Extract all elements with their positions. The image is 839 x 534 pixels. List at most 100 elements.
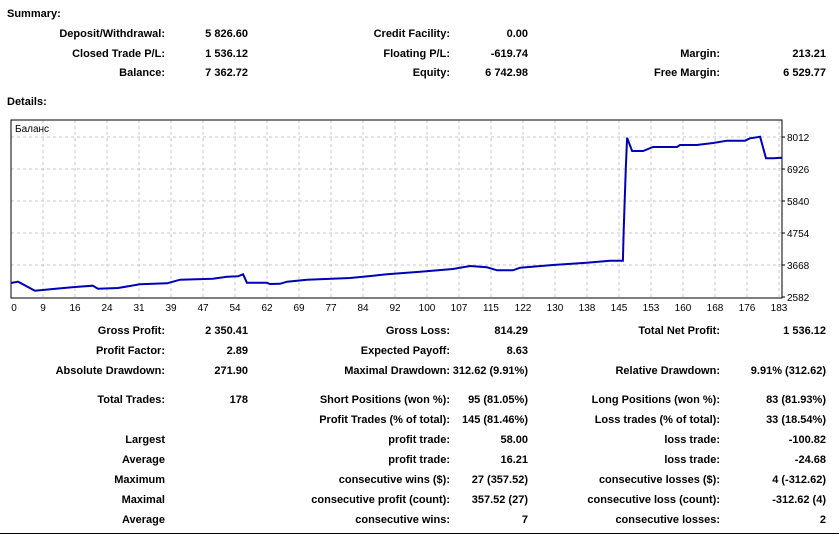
stat-label: Largest bbox=[125, 434, 165, 446]
stat-value: 357.52 (27) bbox=[471, 494, 528, 506]
stat-label: Deposit/Withdrawal: bbox=[59, 28, 165, 40]
stat-value: 1 536.12 bbox=[205, 48, 248, 60]
stat-value: -619.74 bbox=[490, 48, 528, 60]
stat-label: Expected Payoff: bbox=[360, 345, 450, 357]
x-tick-label: 183 bbox=[771, 303, 788, 314]
stat-label: Floating P/L: bbox=[383, 48, 450, 60]
stat-value: -24.68 bbox=[794, 454, 826, 466]
chart-title: Баланс bbox=[15, 124, 49, 135]
stat-value: 312.62 (9.91%) bbox=[452, 365, 528, 377]
stat-value: -100.82 bbox=[788, 434, 826, 446]
x-tick-label: 84 bbox=[357, 303, 369, 314]
stat-value: 7 362.72 bbox=[205, 67, 248, 79]
stat-value: 2 350.41 bbox=[205, 325, 248, 337]
x-tick-label: 176 bbox=[739, 303, 756, 314]
chart-grid bbox=[11, 120, 782, 298]
stat-label: Loss trades (% of total): bbox=[594, 414, 720, 426]
balance-line bbox=[10, 135, 782, 292]
stat-value: 6 742.98 bbox=[485, 67, 528, 79]
stat-value: 95 (81.05%) bbox=[468, 394, 528, 406]
x-tick-label: 54 bbox=[229, 303, 241, 314]
stat-label: Profit Factor: bbox=[95, 345, 165, 357]
y-tick-label: 3668 bbox=[787, 261, 810, 272]
stat-value: 145 (81.46%) bbox=[461, 414, 528, 426]
stat-label: profit trade: bbox=[388, 434, 450, 446]
stat-label: Total Net Profit: bbox=[638, 325, 720, 337]
x-tick-label: 92 bbox=[389, 303, 401, 314]
stat-value: 27 (357.52) bbox=[471, 474, 528, 486]
stat-label: consecutive losses: bbox=[615, 514, 720, 526]
x-tick-label: 122 bbox=[515, 303, 532, 314]
x-tick-label: 77 bbox=[325, 303, 337, 314]
stat-label: Margin: bbox=[680, 48, 720, 60]
stat-value: 0.00 bbox=[506, 28, 528, 40]
stat-label: profit trade: bbox=[388, 454, 450, 466]
x-tick-label: 47 bbox=[197, 303, 209, 314]
x-tick-label: 153 bbox=[643, 303, 660, 314]
x-tick-label: 16 bbox=[69, 303, 81, 314]
x-tick-label: 69 bbox=[293, 303, 305, 314]
x-tick-label: 24 bbox=[101, 303, 113, 314]
stat-value: 58.00 bbox=[500, 434, 528, 446]
stat-label: Short Positions (won %): bbox=[319, 394, 450, 406]
stat-label: Balance: bbox=[119, 67, 165, 79]
y-tick-label: 5840 bbox=[787, 197, 810, 208]
stat-label: loss trade: bbox=[664, 454, 720, 466]
stat-label: consecutive loss (count): bbox=[587, 494, 720, 506]
stat-label: consecutive profit (count): bbox=[311, 494, 450, 506]
details-heading: Details: bbox=[7, 96, 47, 108]
x-tick-labels: 0 9 16 24 31 39 47 54 62 69 77 84 92 100 107 115 122 130 1… bbox=[11, 303, 788, 314]
stat-label: Absolute Drawdown: bbox=[55, 365, 165, 377]
stat-label: Free Margin: bbox=[653, 67, 720, 79]
stat-label: Equity: bbox=[412, 67, 450, 79]
stat-label: consecutive wins ($): bbox=[338, 474, 450, 486]
stat-label: Average bbox=[121, 454, 165, 466]
x-tick-label: 130 bbox=[547, 303, 564, 314]
y-tick-label: 8012 bbox=[787, 133, 810, 144]
stat-label: loss trade: bbox=[664, 434, 720, 446]
stat-label: Closed Trade P/L: bbox=[72, 48, 165, 60]
stat-value: 271.90 bbox=[214, 365, 248, 377]
stat-value: 4 (-312.62) bbox=[772, 474, 826, 486]
x-tick-label: 115 bbox=[483, 303, 499, 314]
stat-value: 7 bbox=[521, 514, 528, 526]
stat-value: 9.91% (312.62) bbox=[750, 365, 826, 377]
x-tick-label: 107 bbox=[451, 303, 468, 314]
y-tick-label: 4754 bbox=[787, 229, 810, 240]
y-tick-label: 2582 bbox=[787, 293, 810, 304]
stat-value: 2 bbox=[819, 514, 826, 526]
x-tick-label: 9 bbox=[40, 303, 46, 314]
stat-label: Credit Facility: bbox=[373, 28, 450, 40]
stat-value: 83 (81.93%) bbox=[766, 394, 826, 406]
stat-value: 1 536.12 bbox=[783, 325, 826, 337]
x-tick-label: 39 bbox=[165, 303, 177, 314]
summary-heading: Summary: bbox=[7, 8, 61, 20]
x-tick-label: 100 bbox=[419, 303, 436, 314]
stat-label: Gross Profit: bbox=[97, 325, 165, 337]
stat-value: 6 529.77 bbox=[783, 67, 826, 79]
x-tick-label: 0 bbox=[11, 303, 17, 314]
x-tick-label: 138 bbox=[579, 303, 596, 314]
stat-value: 33 (18.54%) bbox=[766, 414, 826, 426]
x-tick-label: 31 bbox=[133, 303, 145, 314]
stat-value: 5 826.60 bbox=[205, 28, 248, 40]
stat-label: consecutive wins: bbox=[355, 514, 450, 526]
stat-label: Maximal bbox=[121, 494, 165, 506]
stat-label: consecutive losses ($): bbox=[598, 474, 720, 486]
stat-value: 8.63 bbox=[506, 345, 528, 357]
stat-label: Maximal Drawdown: bbox=[344, 365, 450, 377]
y-tick-label: 6926 bbox=[787, 165, 810, 176]
stat-value: 814.29 bbox=[494, 325, 528, 337]
x-tick-label: 145 bbox=[611, 303, 628, 314]
x-tick-label: 168 bbox=[707, 303, 724, 314]
stat-label: Total Trades: bbox=[97, 394, 165, 406]
plot-frame bbox=[10, 119, 783, 299]
y-tick-labels: 2582 3668 4754 5840 6926 8012 bbox=[782, 133, 810, 304]
stat-value: 2.89 bbox=[226, 345, 248, 357]
stat-value: -312.62 (4) bbox=[772, 494, 826, 506]
x-tick-label: 62 bbox=[261, 303, 273, 314]
stat-label: Long Positions (won %): bbox=[591, 394, 720, 406]
stat-value: 213.21 bbox=[792, 48, 826, 60]
x-tick-label: 160 bbox=[675, 303, 692, 314]
stat-label: Maximum bbox=[114, 474, 165, 486]
